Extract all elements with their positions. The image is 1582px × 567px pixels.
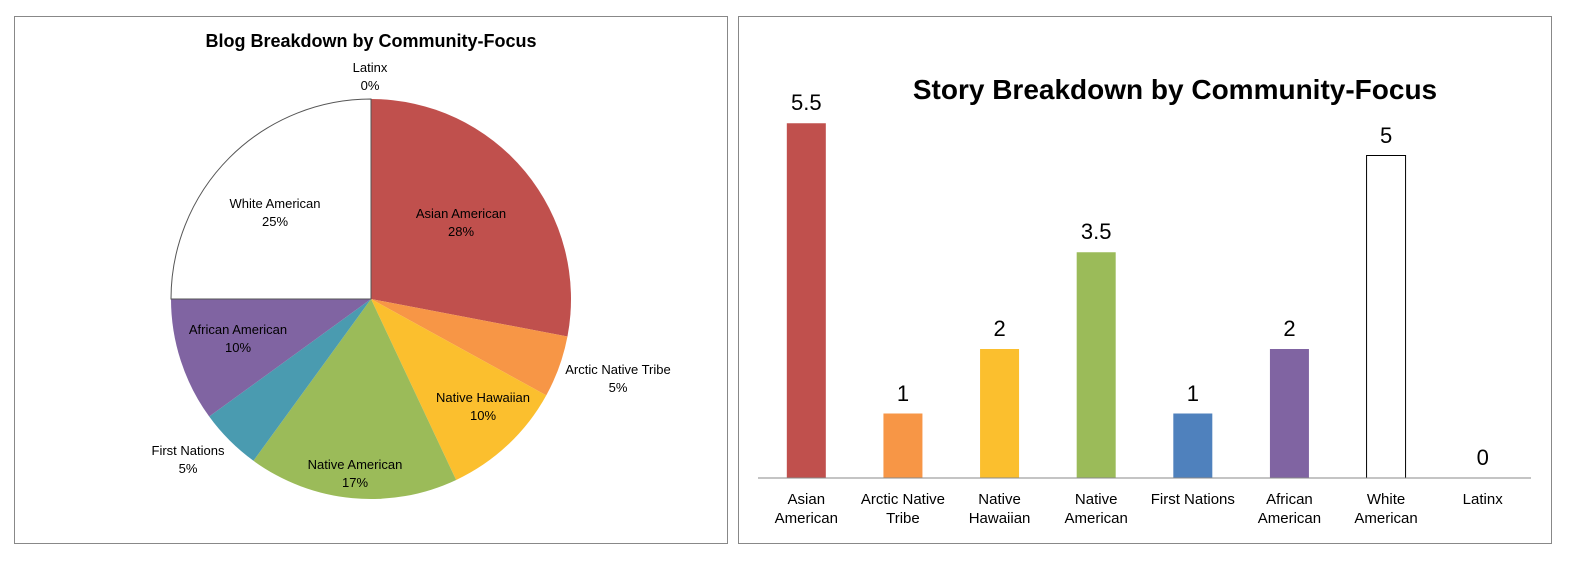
pie-slice <box>371 299 568 396</box>
value-label: 5 <box>1379 122 1393 148</box>
value-label: 5.5 <box>791 90 822 116</box>
bar <box>786 123 826 478</box>
slice-percent: 17% <box>341 475 369 490</box>
slice-label: First Nations <box>151 443 225 458</box>
right-panel <box>738 16 1552 544</box>
x-tick-label: Arctic Native Tribe <box>860 491 946 527</box>
x-tick-label: African American <box>1257 491 1322 527</box>
bar <box>980 349 1020 478</box>
bar <box>883 413 923 478</box>
slice-percent: 25% <box>261 214 289 229</box>
slice-percent: 0% <box>360 78 380 93</box>
pie-slice <box>209 299 371 461</box>
slice-label: Latinx <box>352 60 388 75</box>
x-tick-label: Latinx <box>1462 491 1503 508</box>
slice-label: Native Hawaiian <box>436 390 530 405</box>
slice-label: Native American <box>307 457 403 472</box>
slice-percent: 5% <box>178 461 198 476</box>
slice-percent: 10% <box>224 340 252 355</box>
bar <box>1173 413 1213 478</box>
bar <box>1076 252 1116 478</box>
slice-label: African American <box>188 322 288 337</box>
slice-percent: 10% <box>469 408 497 423</box>
x-tick-label: Asian American <box>774 491 838 527</box>
pie-slice <box>253 299 457 500</box>
slice-percent: 28% <box>447 224 475 239</box>
x-tick-label: First Nations <box>1150 491 1235 508</box>
slice-label: White American <box>229 196 321 211</box>
chart-title: Blog Breakdown by Community-Focus <box>205 31 537 51</box>
pie-slice <box>171 299 371 417</box>
pie-slice <box>371 299 547 480</box>
slice-label: Asian American <box>415 206 507 221</box>
bar <box>1366 155 1407 479</box>
value-label: 1 <box>896 380 910 406</box>
pie-slice <box>170 98 372 300</box>
x-tick-label: Native American <box>1064 491 1128 527</box>
slice-percent: 5% <box>608 380 628 395</box>
value-label: 2 <box>1283 316 1296 341</box>
x-tick-label: Native Hawaiian <box>968 491 1031 527</box>
slice-label: Arctic Native Tribe <box>565 362 671 377</box>
bar <box>1269 349 1309 478</box>
chart-title: Story Breakdown by Community-Focus <box>912 74 1438 105</box>
value-label: 1 <box>1186 380 1199 406</box>
value-label: 0 <box>1476 445 1489 470</box>
value-label: 3.5 <box>1080 219 1112 245</box>
x-tick-label: White American <box>1354 491 1418 527</box>
pie-slice <box>371 99 571 337</box>
value-label: 2 <box>993 316 1006 341</box>
